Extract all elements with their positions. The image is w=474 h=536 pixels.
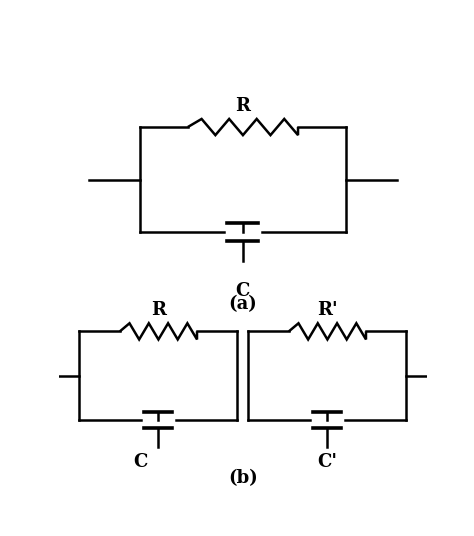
Text: C: C	[236, 281, 250, 300]
Text: R: R	[151, 301, 166, 319]
Text: R': R'	[317, 301, 338, 319]
Text: C': C'	[318, 453, 337, 471]
Text: C: C	[133, 453, 147, 471]
Text: (a): (a)	[228, 295, 257, 313]
Text: R: R	[236, 97, 250, 115]
Text: (b): (b)	[228, 469, 258, 487]
